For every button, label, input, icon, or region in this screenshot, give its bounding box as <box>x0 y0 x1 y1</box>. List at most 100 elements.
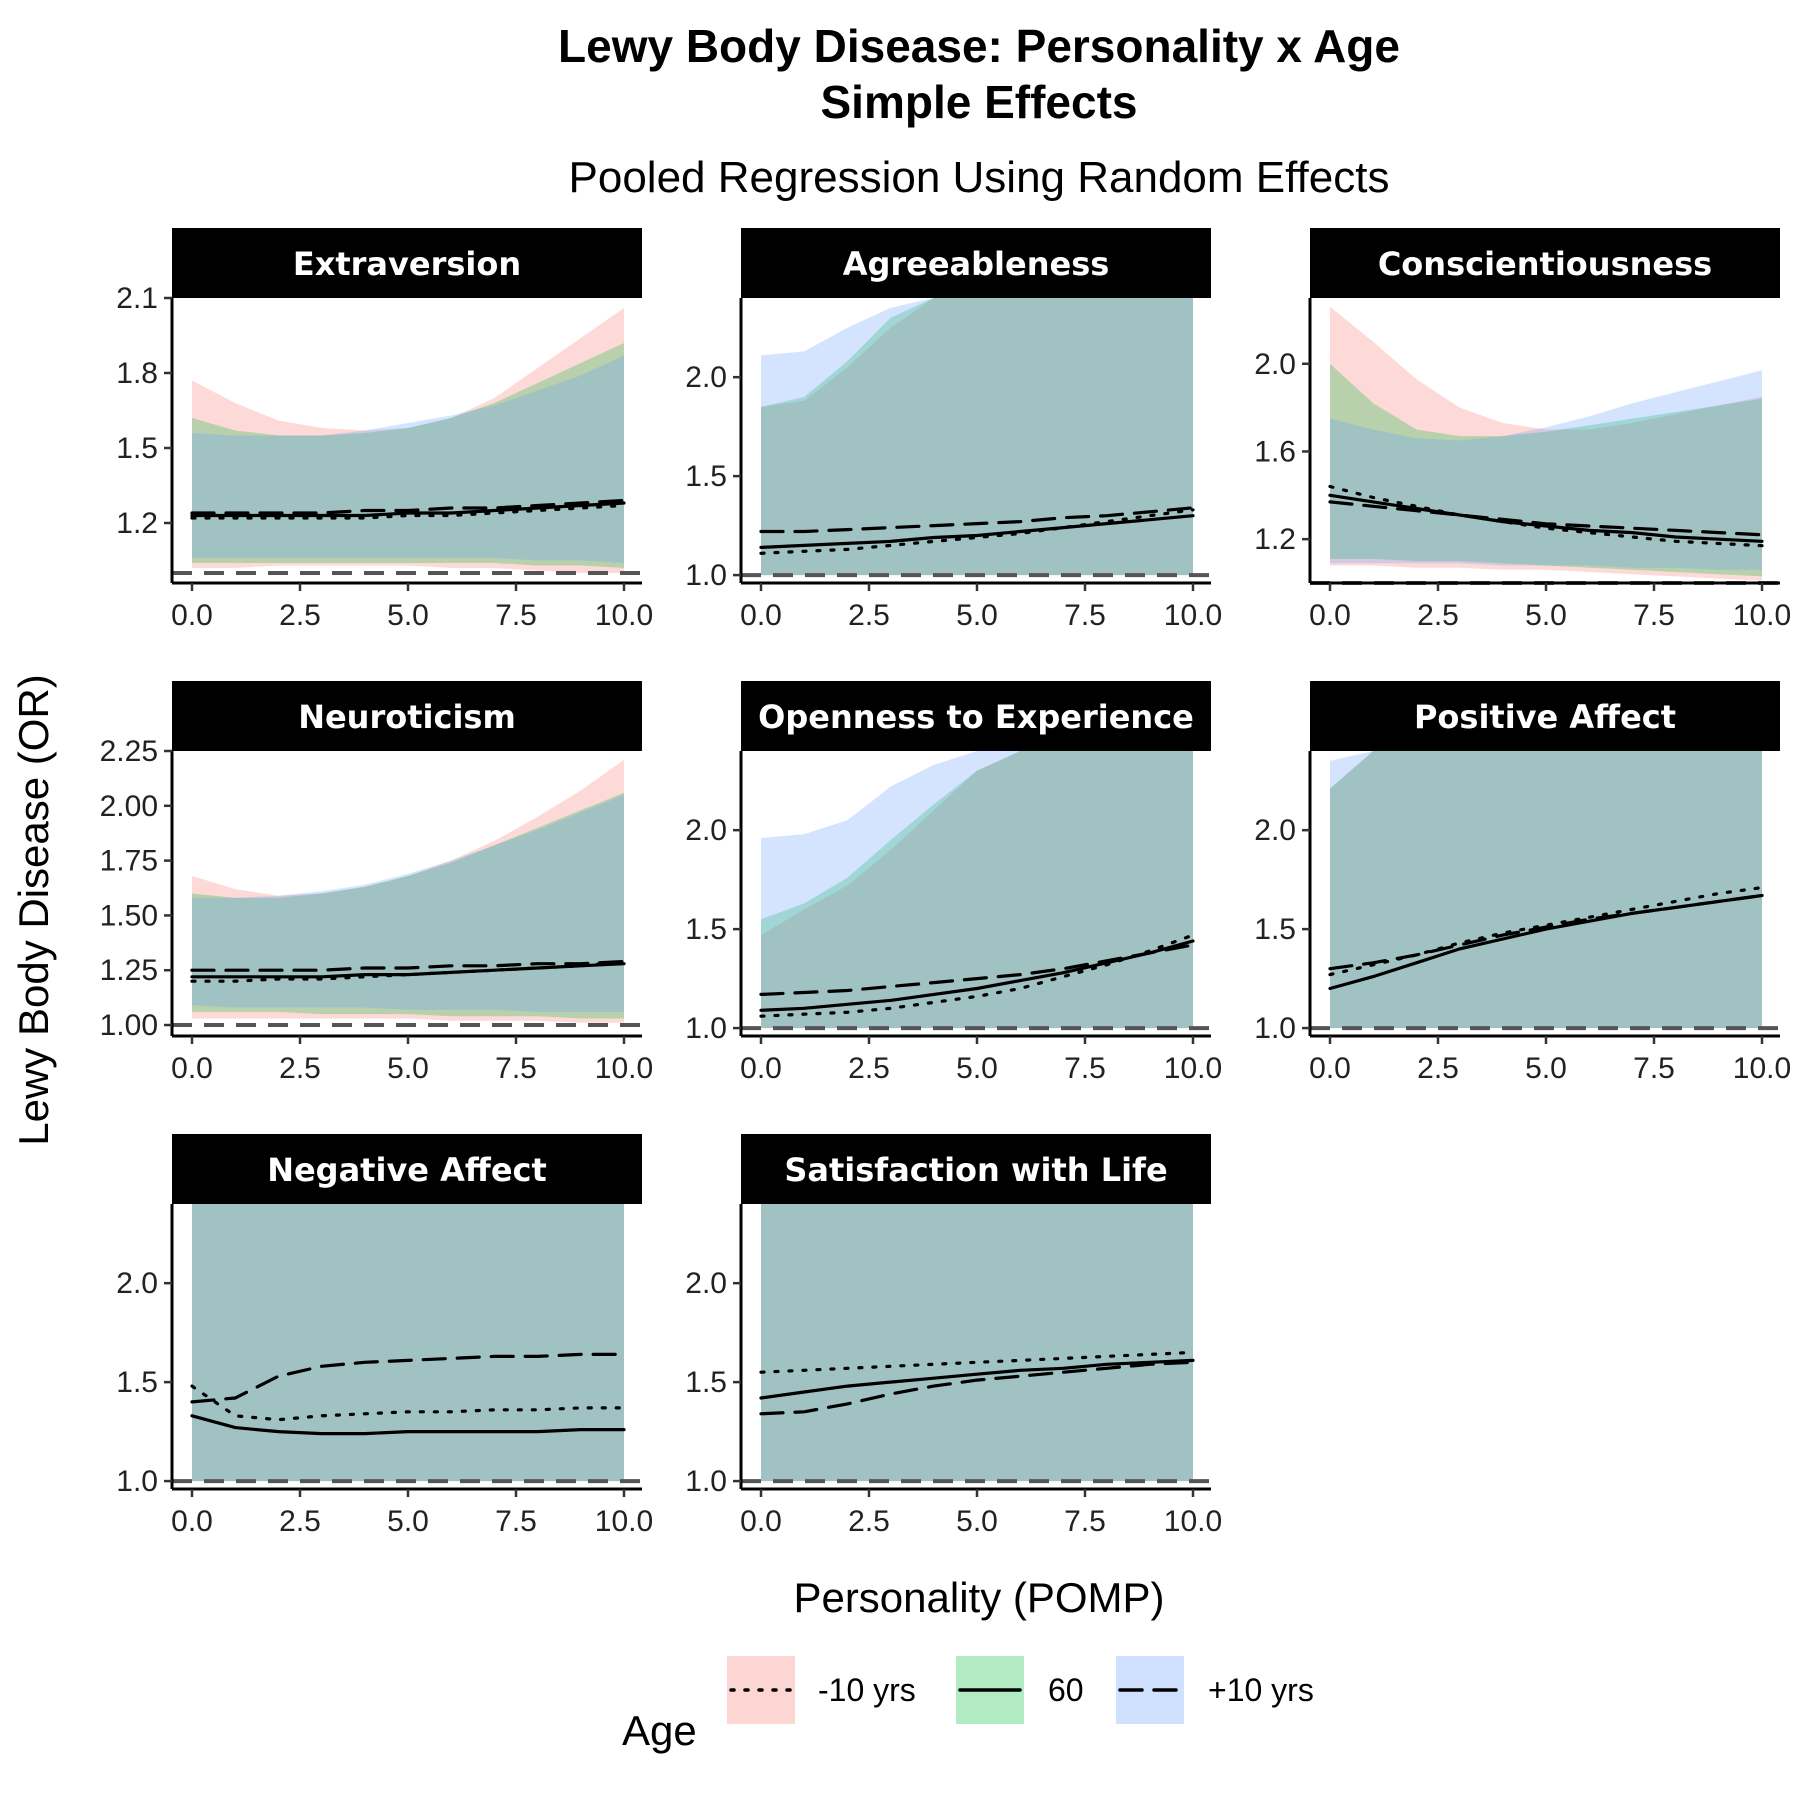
x-tick-label: 2.5 <box>279 599 321 632</box>
line-minus10 <box>190 503 626 520</box>
x-tick-label: 5.0 <box>956 1505 998 1538</box>
panel-satisfaction-with-life: Satisfaction with Life 1.0 1.5 2.0 0.0 2.5 5.0… <box>685 1134 1222 1538</box>
panel-openness-to-experience: Openness to Experience 1.0 1.5 2.0 0.0 2.5 5.0… <box>685 681 1222 1085</box>
legend-item-age60: 60 <box>956 1656 1084 1724</box>
line-minus10 <box>759 1350 1195 1374</box>
x-tick-label: 0.0 <box>740 1505 782 1538</box>
legend-item-minus10: -10 yrs <box>727 1656 916 1724</box>
line-age60 <box>190 962 626 979</box>
legend-label-minus10: -10 yrs <box>818 1672 916 1708</box>
chart-subtitle: Pooled Regression Using Random Effects <box>569 153 1390 202</box>
y-tick-label: 1.0 <box>685 1012 727 1045</box>
ribbon-plus10 <box>1330 751 1762 1029</box>
ribbon-age60 <box>761 751 1193 1029</box>
x-tick-label: 10.0 <box>1733 1052 1791 1085</box>
ribbons <box>1330 751 1762 1029</box>
strip-background <box>1310 228 1780 298</box>
line-minus10 <box>190 1384 626 1422</box>
strip-background <box>1310 681 1780 751</box>
ribbon-plus10 <box>192 355 624 563</box>
x-tick-label: 2.5 <box>848 1052 890 1085</box>
strip-label: Neuroticism <box>298 698 516 736</box>
y-tick-label: 2.1 <box>116 282 158 315</box>
x-tick-label: 2.5 <box>1417 1052 1459 1085</box>
x-tick-label: 0.0 <box>1309 1052 1351 1085</box>
line-plus10 <box>759 1360 1195 1416</box>
x-tick-label: 5.0 <box>1525 599 1567 632</box>
y-tick-label: 1.2 <box>1254 523 1296 556</box>
x-tick-label: 0.0 <box>1309 599 1351 632</box>
y-tick-label: 1.5 <box>685 460 727 493</box>
line-plus10 <box>190 1352 626 1404</box>
series-lines <box>759 506 1195 555</box>
ribbons <box>761 298 1193 576</box>
ribbon-minus10 <box>761 1204 1193 1482</box>
x-tick-label: 0.0 <box>740 599 782 632</box>
y-tick-label: 2.0 <box>685 1267 727 1300</box>
strip-background <box>741 1134 1211 1204</box>
y-tick-label: 1.5 <box>685 913 727 946</box>
panel-positive-affect: Positive Affect 1.0 1.5 2.0 0.0 2.5 5.0 7.5 10.0 <box>1254 681 1791 1085</box>
series-lines <box>190 498 626 520</box>
ribbons <box>192 308 624 573</box>
ribbon-minus10 <box>761 751 1193 1029</box>
strip-label: Conscientiousness <box>1378 245 1712 283</box>
panel-neuroticism: Neuroticism 1.00 1.25 1.50 1.75 2.00 2.25 0.0 2.… <box>100 681 653 1085</box>
chart-title-line2: Simple Effects <box>821 76 1138 128</box>
ribbon-age60 <box>761 298 1193 576</box>
x-tick-label: 10.0 <box>1164 1505 1222 1538</box>
strip-label: Extraversion <box>293 245 521 283</box>
strip-background <box>172 1134 642 1204</box>
y-tick-label: 1.00 <box>100 1009 158 1042</box>
series-lines <box>759 1350 1195 1416</box>
strip-label: Openness to Experience <box>758 698 1194 736</box>
ribbon-age60 <box>1330 751 1762 1029</box>
ribbon-age60 <box>1330 363 1762 577</box>
x-tick-label: 5.0 <box>1525 1052 1567 1085</box>
y-tick-label: 1.0 <box>116 1465 158 1498</box>
x-tick-label: 7.5 <box>1633 599 1675 632</box>
x-tick-label: 5.0 <box>956 1052 998 1085</box>
line-age60 <box>759 1358 1195 1400</box>
legend-label-plus10: +10 yrs <box>1208 1672 1314 1708</box>
line-plus10 <box>1328 893 1764 971</box>
ribbon-minus10 <box>192 1204 624 1482</box>
strip-label: Agreeableness <box>843 245 1110 283</box>
ribbon-plus10 <box>761 298 1193 576</box>
strip-background <box>172 228 642 298</box>
line-plus10 <box>759 506 1195 534</box>
x-tick-label: 7.5 <box>495 1052 537 1085</box>
ribbon-plus10 <box>192 1204 624 1482</box>
ribbon-age60 <box>192 1204 624 1482</box>
x-tick-label: 7.5 <box>1064 599 1106 632</box>
legend-title: Age <box>622 1707 697 1754</box>
y-tick-label: 1.5 <box>116 432 158 465</box>
line-minus10 <box>1328 484 1764 548</box>
x-tick-label: 2.5 <box>279 1505 321 1538</box>
x-tick-label: 10.0 <box>595 1052 653 1085</box>
y-tick-label: 1.5 <box>116 1366 158 1399</box>
strip-background <box>741 681 1211 751</box>
x-tick-label: 5.0 <box>956 599 998 632</box>
y-tick-label: 2.0 <box>1254 814 1296 847</box>
x-tick-label: 7.5 <box>1064 1505 1106 1538</box>
line-age60 <box>1328 493 1764 543</box>
y-tick-label: 1.25 <box>100 954 158 987</box>
line-age60 <box>190 1414 626 1436</box>
y-tick-label: 1.0 <box>1254 1012 1296 1045</box>
y-axis-title: Lewy Body Disease (OR) <box>10 674 57 1146</box>
legend-label-age60: 60 <box>1048 1672 1084 1708</box>
line-plus10 <box>759 943 1195 996</box>
x-tick-label: 5.0 <box>387 1052 429 1085</box>
x-tick-label: 5.0 <box>387 599 429 632</box>
y-tick-label: 1.75 <box>100 845 158 878</box>
ribbon-minus10 <box>1330 751 1762 1029</box>
series-lines <box>759 933 1195 1018</box>
series-lines <box>190 959 626 983</box>
y-tick-label: 1.8 <box>116 357 158 390</box>
y-tick-label: 1.0 <box>685 559 727 592</box>
ribbon-plus10 <box>1330 370 1762 570</box>
facet-panels: Extraversion 1.2 1.5 1.8 2.1 0.0 2.5 5.0 7.5 10.0… <box>100 228 1791 1538</box>
line-plus10 <box>1328 500 1764 537</box>
